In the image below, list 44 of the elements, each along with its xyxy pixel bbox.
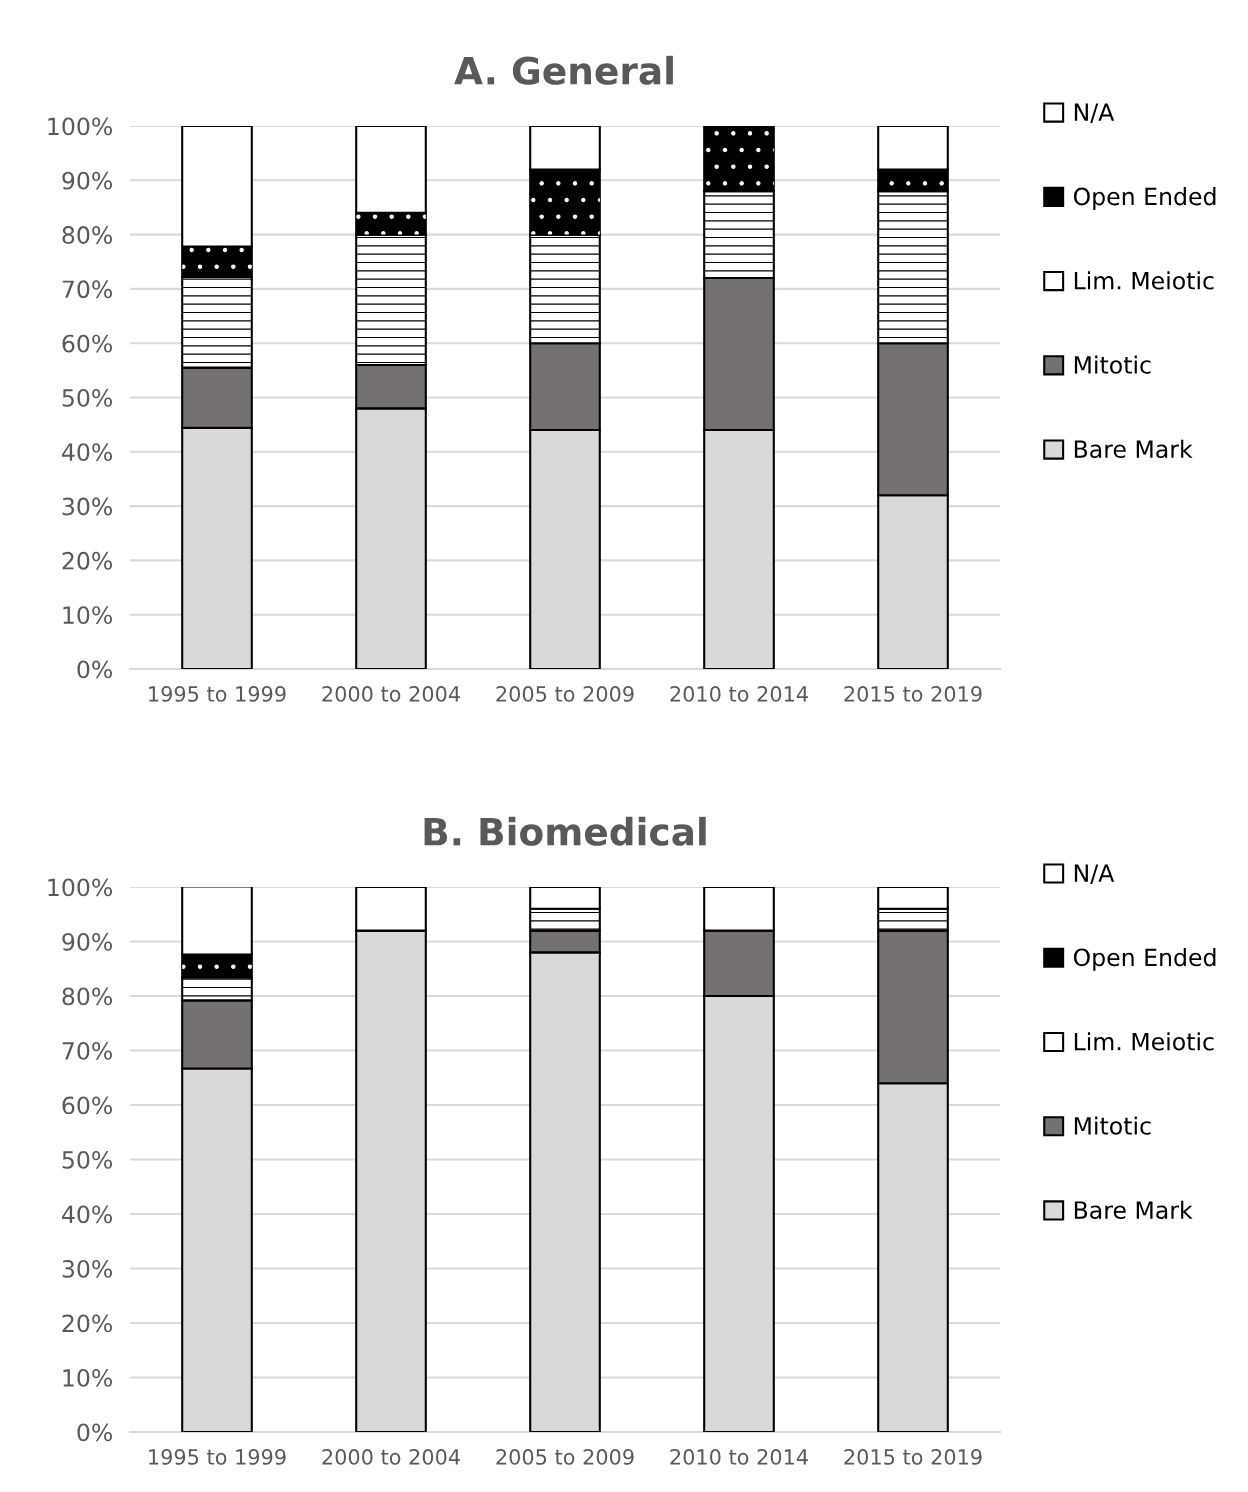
y-tick-label: 40% — [62, 443, 113, 462]
y-tick-label: 10% — [63, 1368, 113, 1387]
y-tick-label: 0% — [77, 660, 113, 679]
y-tick-label: 20% — [62, 1314, 113, 1333]
x-tick-label: 2000 to 2004 — [322, 1449, 460, 1465]
x-tick-label: 2005 to 2009 — [496, 1449, 634, 1465]
y-tick-label: 0% — [77, 1423, 113, 1442]
legend-label: Mitotic — [1074, 355, 1151, 374]
legend-label: Lim. Meiotic — [1074, 1032, 1214, 1051]
legend-label: Open Ended — [1073, 947, 1216, 971]
x-tick-label: 2010 to 2014 — [670, 1449, 808, 1465]
x-tick-label: 2000 to 2004 — [322, 686, 460, 702]
y-tick-label: 80% — [62, 226, 113, 244]
y-tick-label: 100% — [48, 117, 113, 136]
legend-label: Bare Mark — [1074, 439, 1193, 459]
x-tick-label: 1995 to 1999 — [149, 686, 286, 702]
y-tick-label: 20% — [62, 551, 113, 570]
y-tick-label: 90% — [62, 171, 113, 190]
chart-title: B. Biomedical — [424, 816, 706, 846]
y-tick-label: 30% — [62, 497, 113, 516]
y-tick-label: 60% — [62, 1096, 113, 1115]
legend-label: Mitotic — [1074, 1116, 1151, 1135]
legend-label: Open Ended — [1073, 187, 1216, 210]
legend-label: N/A — [1074, 864, 1115, 884]
y-tick-label: 50% — [62, 1150, 113, 1169]
y-tick-label: 60% — [62, 334, 113, 353]
y-tick-label: 50% — [62, 388, 113, 407]
y-tick-label: 70% — [62, 280, 113, 299]
legend-label: Bare Mark — [1074, 1200, 1193, 1219]
y-tick-label: 10% — [63, 606, 113, 625]
legend-label: N/A — [1074, 103, 1115, 123]
y-tick-label: 80% — [62, 987, 113, 1006]
x-tick-label: 2010 to 2014 — [670, 686, 808, 702]
x-tick-label: 1995 to 1999 — [149, 1449, 286, 1465]
y-tick-label: 30% — [62, 1259, 113, 1278]
legend-label: Lim. Meiotic — [1074, 271, 1214, 290]
x-tick-label: 2015 to 2019 — [844, 686, 982, 702]
chart-title: A. General — [454, 55, 673, 85]
y-tick-label: 40% — [62, 1205, 113, 1224]
x-tick-label: 2005 to 2009 — [496, 686, 634, 702]
y-tick-label: 70% — [62, 1041, 113, 1060]
y-tick-label: 90% — [62, 932, 113, 951]
x-tick-label: 2015 to 2019 — [844, 1449, 982, 1465]
y-tick-label: 100% — [48, 878, 113, 897]
